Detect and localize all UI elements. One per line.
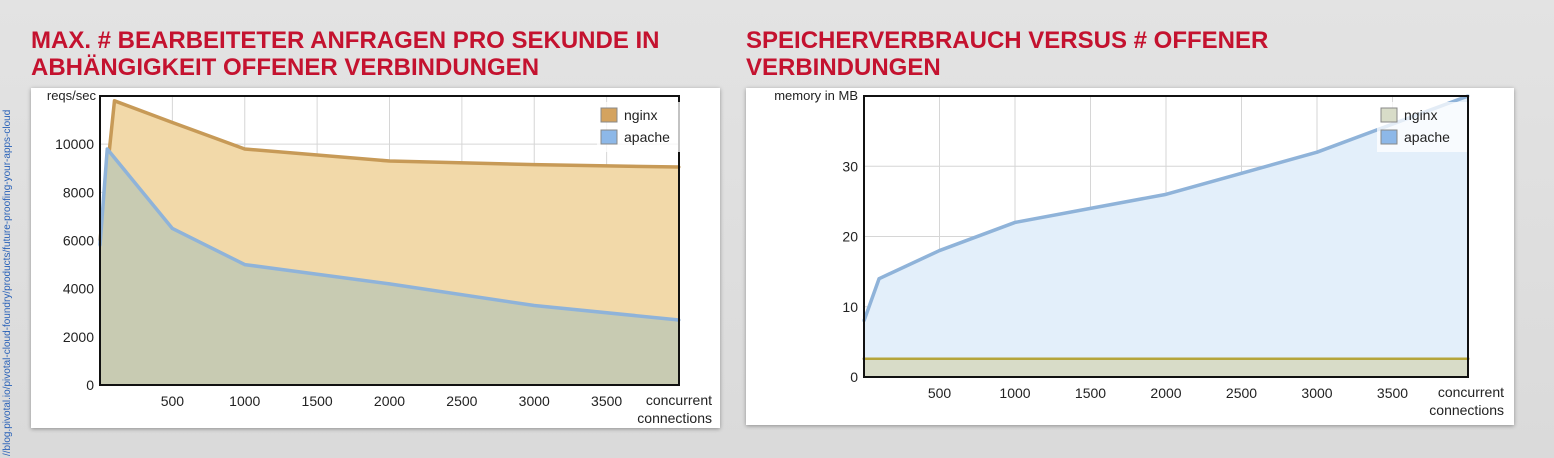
left-chart-panel: 500 1000 1500 2000 2500 3000 3500 0 2000 4000 6000… bbox=[31, 88, 720, 428]
point-apache bbox=[532, 304, 536, 308]
x-tick-label: 2000 bbox=[1150, 385, 1181, 401]
point-apache bbox=[877, 277, 881, 281]
point-apache bbox=[1089, 206, 1092, 210]
y-axis-label: memory in MB bbox=[774, 88, 858, 103]
area-apache bbox=[864, 96, 1468, 377]
y-tick-label: 4000 bbox=[63, 281, 94, 297]
point-apache bbox=[1013, 220, 1017, 224]
right-chart-title: SPEICHERVERBRAUCH VERSUS # OFFENER VERBI… bbox=[746, 27, 1269, 81]
plot-frame bbox=[99, 95, 680, 386]
x-tick-label: 2500 bbox=[446, 393, 477, 409]
point-apache bbox=[388, 282, 391, 286]
point-apache bbox=[243, 263, 247, 267]
x-tick-label: 1000 bbox=[999, 385, 1030, 401]
x-axis-label-line1: concurrent bbox=[1438, 384, 1504, 400]
point-apache bbox=[170, 226, 174, 230]
legend-swatch-apache bbox=[600, 129, 618, 145]
y-tick-label: 6000 bbox=[63, 233, 94, 249]
x-tick-label: 2500 bbox=[1226, 385, 1257, 401]
requests-chart: 500 1000 1500 2000 2500 3000 3500 0 2000 4000 6000… bbox=[47, 88, 712, 426]
point-apache bbox=[1315, 150, 1319, 154]
x-tick-label: 2000 bbox=[374, 393, 405, 409]
y-tick-label: 8000 bbox=[63, 184, 94, 200]
y-tick-label: 2000 bbox=[63, 329, 94, 345]
y-tick-label: 10 bbox=[842, 299, 858, 315]
legend-swatch-apache bbox=[1380, 129, 1398, 145]
point-apache bbox=[1240, 171, 1243, 175]
x-tick-label: 500 bbox=[161, 393, 185, 409]
y-axis-label: reqs/sec bbox=[47, 88, 97, 103]
line-apache bbox=[862, 94, 1469, 322]
plot-frame bbox=[863, 95, 1469, 378]
point-nginx bbox=[532, 163, 536, 167]
legend-label-apache: apache bbox=[1404, 129, 1450, 145]
x-tick-label: 3000 bbox=[1301, 385, 1332, 401]
point-apache bbox=[938, 249, 941, 253]
x-tick-label: 3500 bbox=[591, 393, 622, 409]
x-axis-label-line2: connections bbox=[1429, 402, 1504, 418]
x-tick-label: 1500 bbox=[1075, 385, 1106, 401]
legend-swatch-nginx bbox=[600, 107, 618, 123]
y-tick-label: 0 bbox=[86, 377, 94, 393]
point-nginx bbox=[112, 99, 116, 103]
x-tick-label: 500 bbox=[928, 385, 952, 401]
legend-swatch-nginx bbox=[1380, 107, 1398, 123]
area-nginx bbox=[864, 358, 1468, 377]
y-tick-label: 0 bbox=[850, 369, 858, 385]
area-apache bbox=[100, 148, 679, 385]
x-tick-label: 3000 bbox=[519, 393, 550, 409]
point-apache bbox=[1164, 192, 1168, 196]
point-nginx bbox=[388, 159, 391, 163]
y-tick-label: 20 bbox=[842, 229, 858, 245]
point-nginx bbox=[243, 147, 247, 151]
y-tick-label: 10000 bbox=[55, 136, 94, 152]
legend-label-nginx: nginx bbox=[1404, 107, 1437, 123]
legend-label-apache: apache bbox=[624, 129, 670, 145]
x-tick-label: 1500 bbox=[302, 393, 333, 409]
memory-chart: 500 1000 1500 2000 2500 3000 3500 0 10 20 30 memory… bbox=[774, 88, 1504, 418]
point-apache bbox=[105, 147, 109, 151]
x-tick-label: 1000 bbox=[229, 393, 260, 409]
point-nginx bbox=[170, 120, 174, 124]
legend-label-nginx: nginx bbox=[624, 107, 657, 123]
x-tick-label: 3500 bbox=[1377, 385, 1408, 401]
x-axis-label-line2: connections bbox=[637, 410, 712, 426]
left-chart-title: MAX. # BEARBEITETER ANFRAGEN PRO SEKUNDE… bbox=[31, 27, 660, 81]
source-url[interactable]: //blog.pivotal.io/pivotal-cloud-foundry/… bbox=[2, 109, 13, 456]
x-axis-label-line1: concurrent bbox=[646, 392, 712, 408]
right-chart-panel: 500 1000 1500 2000 2500 3000 3500 0 10 20 30 memory… bbox=[746, 88, 1514, 425]
y-tick-label: 30 bbox=[842, 158, 858, 174]
